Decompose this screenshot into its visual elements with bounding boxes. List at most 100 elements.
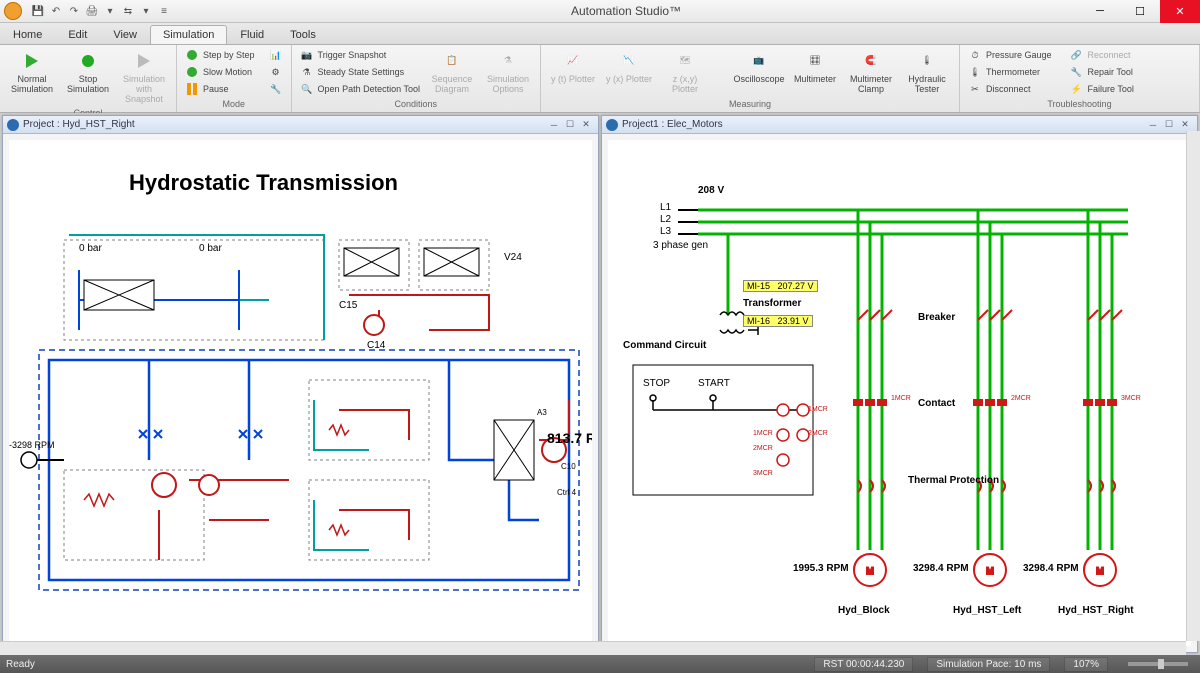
ctrl4-label: Ctrl 4 xyxy=(557,488,576,497)
tab-view[interactable]: View xyxy=(100,25,150,44)
pressure-gauge-button[interactable]: ⏱Pressure Gauge xyxy=(966,47,1054,63)
group-label-conditions: Conditions xyxy=(298,98,534,110)
ribbon-group-conditions: 📷Trigger Snapshot ⚗Steady State Settings… xyxy=(292,45,541,112)
trigger-snapshot-button[interactable]: 📷Trigger Snapshot xyxy=(298,47,422,63)
mm-label: Multimeter xyxy=(794,75,836,85)
maximize-button[interactable]: ☐ xyxy=(1120,0,1160,23)
tab-fluid[interactable]: Fluid xyxy=(227,25,277,44)
document-left: Project : Hyd_HST_Right ─ ☐ ✕ Hydrostati… xyxy=(2,115,599,653)
ribbon-group-mode: Step by Step Slow Motion Pause 📊 ⚙ 🔧 Mod… xyxy=(177,45,292,112)
qat-save-icon[interactable]: 💾 xyxy=(30,3,46,19)
rep-label: Repair Tool xyxy=(1088,67,1133,77)
title-bar: 💾 ↶ ↷ 🖨 ▾ ⇆ ▾ ≡ Automation Studio™ ─ ☐ ✕ xyxy=(0,0,1200,23)
steady-state-button[interactable]: ⚗Steady State Settings xyxy=(298,64,422,80)
qat-drop1-icon[interactable]: ▾ xyxy=(102,3,118,19)
voltage-label: 208 V xyxy=(698,185,724,196)
tab-home[interactable]: Home xyxy=(0,25,55,44)
scroll-v-right[interactable] xyxy=(1186,131,1200,641)
tab-edit[interactable]: Edit xyxy=(55,25,100,44)
c15-label: C15 xyxy=(339,300,357,311)
rec-label: Reconnect xyxy=(1088,50,1131,60)
qat-menu-icon[interactable]: ≡ xyxy=(156,3,172,19)
open-path-button[interactable]: 🔍Open Path Detection Tool xyxy=(298,81,422,97)
doc-left-title: Project : Hyd_HST_Right xyxy=(23,119,135,130)
th-label: Thermometer xyxy=(986,67,1040,77)
l1: L1 xyxy=(660,202,671,213)
simulation-snapshot-button[interactable]: Simulation with Snapshot xyxy=(118,47,170,107)
yt-plotter-button[interactable]: 📈y (t) Plotter xyxy=(547,47,599,87)
m1-name: Hyd_Block xyxy=(838,605,890,616)
simulation-options-button[interactable]: ⚗Simulation Options xyxy=(482,47,534,97)
oscilloscope-button[interactable]: 📺Oscilloscope xyxy=(733,47,785,87)
svg-text:M: M xyxy=(1096,566,1104,576)
status-slider[interactable] xyxy=(1128,662,1188,666)
minimize-button[interactable]: ─ xyxy=(1080,0,1120,23)
thermal-label: Thermal Protection xyxy=(908,475,978,486)
mode-icon-3[interactable]: 🔧 xyxy=(267,81,285,97)
doc-close-icon[interactable]: ✕ xyxy=(578,119,594,130)
cr5: 3MCR xyxy=(753,470,773,477)
doc-max-icon-r[interactable]: ☐ xyxy=(1161,119,1177,130)
close-button[interactable]: ✕ xyxy=(1160,0,1200,23)
doc-max-icon[interactable]: ☐ xyxy=(562,119,578,130)
status-zoom[interactable]: 107% xyxy=(1064,657,1108,672)
group-label-measuring: Measuring xyxy=(547,98,953,110)
failure-tool-button[interactable]: ⚡Failure Tool xyxy=(1068,81,1136,97)
mi16-tag: MI-16 23.91 V xyxy=(743,315,813,327)
qat-undo-icon[interactable]: ↶ xyxy=(48,3,64,19)
slow-motion-button[interactable]: Slow Motion xyxy=(183,64,257,80)
qat-swap-icon[interactable]: ⇆ xyxy=(120,3,136,19)
electrical-canvas[interactable]: M M M xyxy=(608,140,1191,646)
contact-label: Contact xyxy=(918,398,955,409)
osc-label: Oscilloscope xyxy=(733,75,784,85)
ribbon-group-measuring: 📈y (t) Plotter 📉y (x) Plotter 🗺z (x,y) P… xyxy=(541,45,960,112)
status-rst: RST 00:00:44.230 xyxy=(814,657,913,672)
zxy-plotter-button[interactable]: 🗺z (x,y) Plotter xyxy=(659,47,711,97)
app-title: Automation Studio™ xyxy=(172,4,1080,18)
step-by-step-button[interactable]: Step by Step xyxy=(183,47,257,63)
mode-icon-2[interactable]: ⚙ xyxy=(267,64,285,80)
hydraulic-tester-button[interactable]: 🌡Hydraulic Tester xyxy=(901,47,953,97)
thermometer-button[interactable]: 🌡Thermometer xyxy=(966,64,1054,80)
multimeter-button[interactable]: 🎛Multimeter xyxy=(789,47,841,87)
reconnect-button[interactable]: 🔗Reconnect xyxy=(1068,47,1136,63)
normal-simulation-button[interactable]: Normal Simulation xyxy=(6,47,58,97)
rpm-out: 813.7 RPM xyxy=(547,430,592,446)
qat-print-icon[interactable]: 🖨 xyxy=(84,3,100,19)
zxy-label: z (x,y) Plotter xyxy=(661,75,709,95)
status-pace: Simulation Pace: 10 ms xyxy=(927,657,1050,672)
m3-rpm: 3298.4 RPM xyxy=(1023,563,1079,574)
qat-drop2-icon[interactable]: ▾ xyxy=(138,3,154,19)
doc-min-icon-r[interactable]: ─ xyxy=(1145,120,1161,130)
ribbon: Normal Simulation Stop Simulation Simula… xyxy=(0,45,1200,113)
repair-tool-button[interactable]: 🔧Repair Tool xyxy=(1068,64,1136,80)
pg-label: Pressure Gauge xyxy=(986,50,1052,60)
stop-simulation-button[interactable]: Stop Simulation xyxy=(62,47,114,97)
doc-min-icon[interactable]: ─ xyxy=(546,120,562,130)
multimeter-clamp-button[interactable]: 🧲Multimeter Clamp xyxy=(845,47,897,97)
yx-plotter-button[interactable]: 📉y (x) Plotter xyxy=(603,47,655,87)
mode-icon-1[interactable]: 📊 xyxy=(267,47,285,63)
yx-label: y (x) Plotter xyxy=(606,75,652,85)
sequence-diagram-button[interactable]: 📋Sequence Diagram xyxy=(426,47,478,97)
mmc-label: Multimeter Clamp xyxy=(847,75,895,95)
cr4: 2MCR xyxy=(808,430,828,437)
normal-sim-label: Normal Simulation xyxy=(8,75,56,95)
scroll-h-right[interactable] xyxy=(0,641,1186,655)
rpm-in: -3298 RPM xyxy=(9,440,55,450)
doc-left-titlebar[interactable]: Project : Hyd_HST_Right ─ ☐ ✕ xyxy=(3,116,598,134)
m2-name: Hyd_HST_Left xyxy=(953,605,1021,616)
qat-redo-icon[interactable]: ↷ xyxy=(66,3,82,19)
a3-label: A3 xyxy=(537,408,547,417)
tab-simulation[interactable]: Simulation xyxy=(150,25,227,44)
doc-close-icon-r[interactable]: ✕ xyxy=(1177,119,1193,130)
disconnect-button[interactable]: ✂Disconnect xyxy=(966,81,1054,97)
doc-right-titlebar[interactable]: Project1 : Elec_Motors ─ ☐ ✕ xyxy=(602,116,1197,134)
tab-tools[interactable]: Tools xyxy=(277,25,329,44)
cmd-label: Command Circuit xyxy=(623,340,683,351)
step-label: Step by Step xyxy=(203,50,255,60)
cr3: 2MCR xyxy=(753,445,773,452)
trigger-label: Trigger Snapshot xyxy=(318,50,387,60)
hydraulic-canvas[interactable]: Hydrostatic Transmission xyxy=(9,140,592,646)
pause-button[interactable]: Pause xyxy=(183,81,257,97)
